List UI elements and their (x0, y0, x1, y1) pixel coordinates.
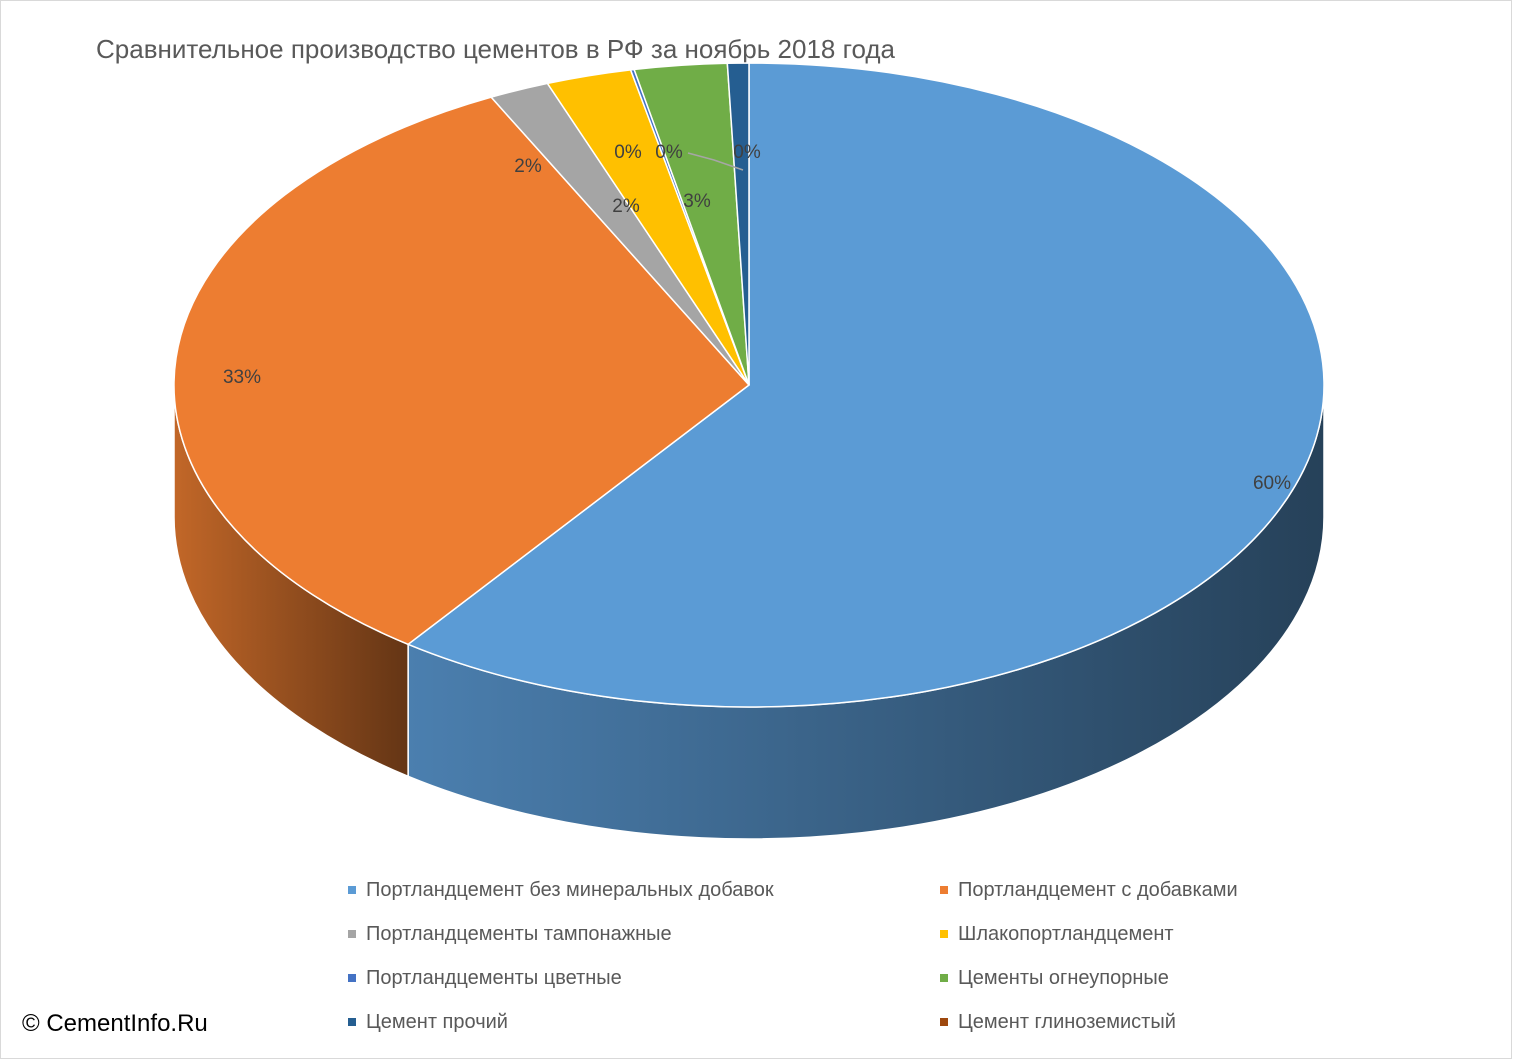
legend-item-aluminous[interactable]: Цемент глиноземистый (940, 1010, 1176, 1034)
legend-item-refractory[interactable]: Цементы огнеупорные (940, 966, 1169, 990)
legend-item-portland-plain[interactable]: Портландцемент без минеральных добавок (348, 878, 774, 902)
legend-item-portland-plugging[interactable]: Портландцементы тампонажные (348, 922, 672, 946)
legend-item-portland-colored[interactable]: Портландцементы цветные (348, 966, 622, 990)
legend-item-portland-additives[interactable]: Портландцемент с добавками (940, 878, 1238, 902)
legend-swatch (940, 974, 948, 982)
data-label-portland-plain: 60% (1253, 473, 1291, 494)
data-label-refractory: 3% (683, 191, 711, 212)
data-label-portland-plugging: 2% (514, 156, 542, 177)
legend-item-other[interactable]: Цемент прочий (348, 1010, 508, 1034)
data-label-slag-portland: 2% (612, 196, 640, 217)
legend-swatch (348, 1018, 356, 1026)
legend-label: Цемент прочий (366, 1010, 508, 1033)
pie-slice-other[interactable] (726, 62, 750, 386)
legend-label: Портландцементы цветные (366, 966, 622, 989)
chart-title: Сравнительное производство цементов в РФ… (96, 34, 896, 64)
data-label-portland-additives: 33% (223, 367, 261, 388)
data-label-other: 0% (655, 142, 683, 163)
legend-label: Цементы огнеупорные (958, 966, 1169, 989)
data-label-aluminous: 0% (733, 142, 761, 163)
legend-label: Портландцементы тампонажные (366, 922, 672, 945)
legend-label: Портландцемент без минеральных добавок (366, 878, 774, 901)
legend-swatch (348, 930, 356, 938)
pie-slice-portland-additives[interactable] (173, 96, 751, 646)
legend-label: Цемент глиноземистый (958, 1010, 1176, 1033)
legend-label: Шлакопортландцемент (958, 922, 1174, 945)
legend-swatch (348, 974, 356, 982)
copyright-text: © CementInfo.Ru (22, 1010, 208, 1037)
legend-label: Портландцемент с добавками (958, 878, 1238, 901)
legend-swatch (940, 930, 948, 938)
legend-item-slag-portland[interactable]: Шлакопортландцемент (940, 922, 1174, 946)
pie-slice-portland-plain[interactable] (406, 62, 1325, 708)
data-label-portland-colored: 0% (614, 142, 642, 163)
legend-swatch (940, 886, 948, 894)
legend-swatch (940, 1018, 948, 1026)
legend-swatch (348, 886, 356, 894)
leader-line-other (687, 152, 744, 171)
